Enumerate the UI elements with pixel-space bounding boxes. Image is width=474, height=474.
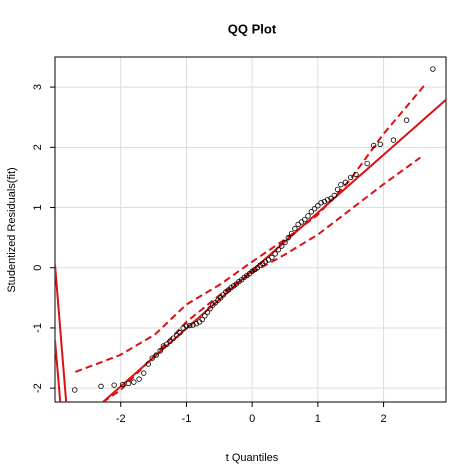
point [334,186,341,193]
reference-line [75,84,426,373]
reference-line [55,339,62,402]
y-tick-label: 0 [32,265,44,271]
point [342,179,349,185]
point [318,200,324,206]
point [325,196,331,203]
point [282,239,288,246]
point [305,213,311,219]
point [141,370,147,376]
point [348,174,354,181]
point [371,142,377,149]
point [315,203,321,209]
point [328,195,334,202]
point [279,243,285,249]
point [119,381,126,388]
point [338,181,344,188]
point [98,383,104,390]
point [204,309,211,315]
point [311,206,318,212]
y-tick-label: 2 [32,144,44,150]
point [308,209,314,215]
point [136,376,142,382]
point [170,335,176,341]
point [295,221,301,228]
point [292,225,298,232]
point [145,361,152,367]
point [217,295,224,301]
x-tick-label: 2 [381,413,387,425]
x-axis-label: t Quantiles [226,452,279,464]
point [131,379,137,385]
x-tick-label: -2 [116,413,126,425]
y-tick-label: 1 [32,204,44,210]
point [275,246,282,253]
point [364,160,370,167]
point [164,341,170,347]
point [111,382,117,388]
point [183,323,190,329]
point [377,141,383,148]
point [177,330,183,336]
point [272,251,278,257]
y-axis-label: Studentized Residuals(fit) [6,167,18,292]
reference-line [102,98,446,402]
point [125,380,132,387]
point [153,352,159,358]
y-tick-label: -1 [32,323,44,333]
x-tick-label: 1 [315,413,321,425]
plot-frame [54,56,447,403]
point [302,216,308,223]
reference-line [55,264,68,402]
point [190,322,196,328]
x-tick-label: -1 [182,413,192,425]
y-tick-label: 3 [32,84,44,90]
chart-title: QQ Plot [228,21,277,36]
point [430,66,436,72]
point [353,171,359,178]
reference-line [102,156,421,402]
point [288,230,295,237]
point [403,117,410,123]
point [72,387,78,393]
point [298,219,305,225]
y-tick-label: -2 [32,383,44,393]
point [167,338,173,344]
point [207,305,213,312]
point [199,316,205,323]
point [157,348,163,354]
point [390,137,397,143]
point [220,292,226,298]
point [331,192,337,199]
point [202,313,208,319]
point [187,322,193,329]
point [285,234,291,241]
x-tick-label: 0 [249,413,255,425]
point [269,254,275,261]
point [149,355,155,361]
